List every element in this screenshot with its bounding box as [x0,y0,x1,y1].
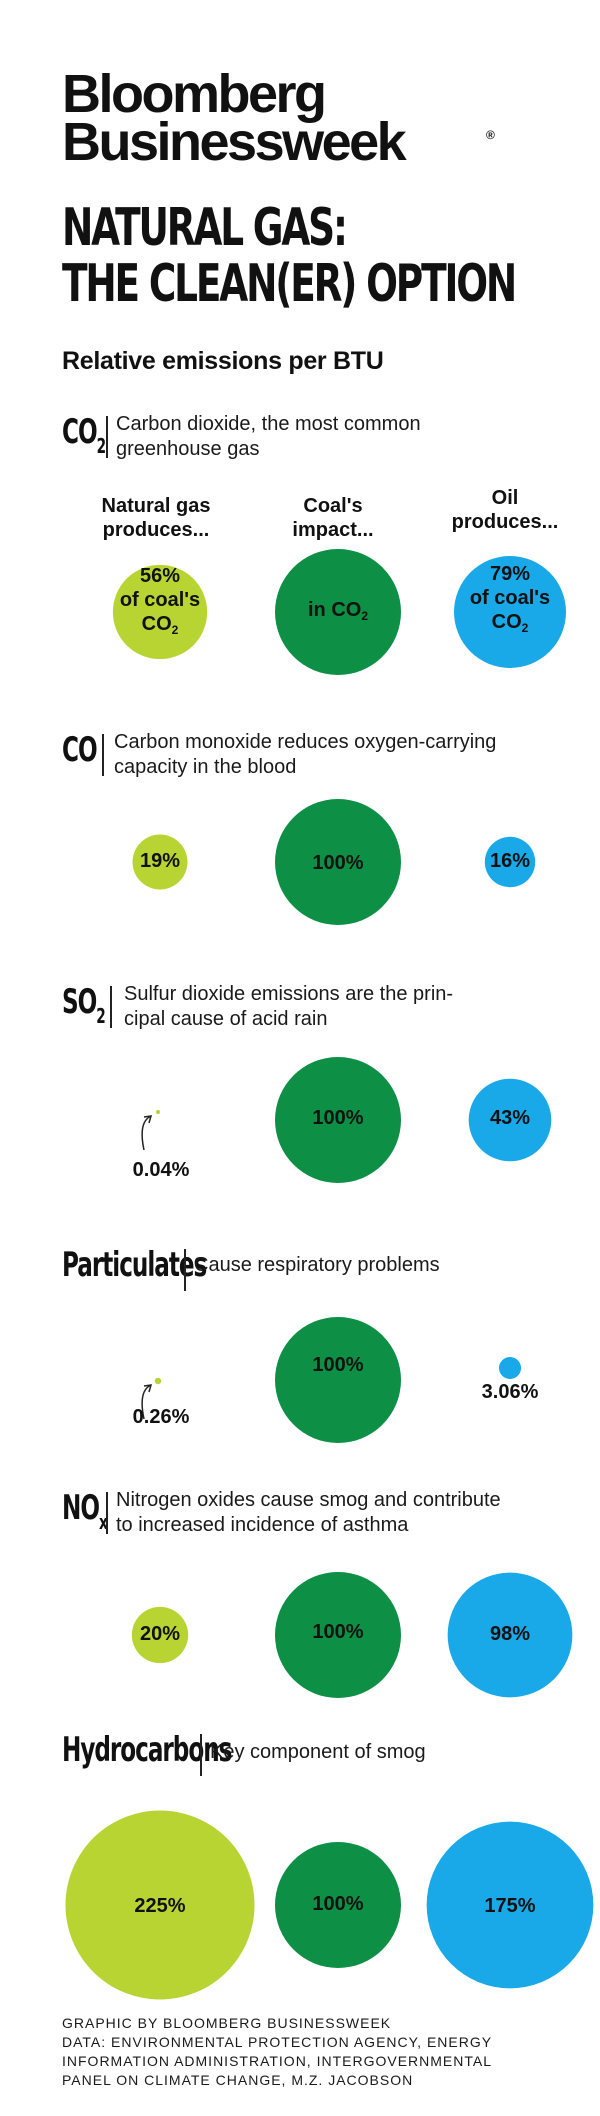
bubble-particulates-coal [275,1317,401,1443]
section-symbol: NOx [62,1488,108,1534]
label-co-oil: 16% [489,850,531,872]
footer-line-4: PANEL ON CLIMATE CHANGE, M.Z. JACOBSON [62,2072,414,2088]
pointer-arrowhead-particulates [143,1384,153,1393]
label-hydrocarbons-natural-gas: 225% [134,1895,186,1917]
bubble-nox-oil [447,1572,573,1698]
label-nox-coal: 100% [312,1621,364,1643]
bubble-hydrocarbons-natural-gas [65,1810,255,2000]
footer-line-2: DATA: ENVIRONMENTAL PROTECTION AGENCY, E… [62,2034,493,2050]
column-header-oil: Oil produces... [451,487,559,533]
section-symbol: CO [62,730,98,770]
bubble-nox-coal [275,1572,401,1698]
bubble-so2-coal [275,1057,401,1183]
footer-line-1: GRAPHIC BY BLOOMBERG BUSINESSWEEK [62,2015,392,2031]
bubble-hydrocarbons-oil [426,1821,594,1989]
section-description: Key component of smog [210,1741,426,1763]
brand-line-1: Bloomberg [62,64,327,124]
section-description: Nitrogen oxides cause smog and contribut… [116,1489,501,1536]
section-divider [110,986,112,1028]
bubble-co2-coal [275,549,401,675]
section-description: Carbon dioxide, the most common greenhous… [116,413,421,460]
column-header-coal: Coal's impact... [292,495,374,541]
brand-line-2: Businessweek [62,112,407,172]
label-particulates-coal: 100% [312,1354,364,1376]
label-nox-natural-gas: 20% [139,1623,181,1645]
label-co2-coal: in CO2 [307,599,369,623]
section-divider [106,416,108,458]
label-co-natural-gas: 19% [139,850,181,872]
bubble-co2-natural-gas [112,564,208,660]
bubble-so2-oil [468,1078,552,1162]
label-particulates-oil: 3.06% [481,1381,539,1403]
label-particulates-natural-gas: 0.26% [132,1406,190,1428]
section-symbol: SO2 [62,982,106,1028]
section-symbol: Particulates [62,1245,207,1285]
section-description: Carbon monoxide reduces oxygen-carrying c… [114,731,497,778]
label-co2-natural-gas: 56% of coal's CO2 [119,565,201,637]
brand-logo: Bloomberg Businessweek ® [62,64,495,172]
bubble-so2-natural-gas [156,1110,160,1114]
bubble-hydrocarbons-coal [275,1842,401,1968]
label-hydrocarbons-coal: 100% [312,1893,364,1915]
title-line-1: NATURAL GAS: [62,198,348,258]
bubble-co2-oil [454,556,566,668]
title-line-2: THE CLEAN(ER) OPTION [62,254,517,314]
chart-subtitle: Relative emissions per BTU [62,347,384,375]
pointer-arrowhead-so2 [143,1115,153,1124]
pointer-arrow-particulates [141,1384,152,1420]
section-description: Sulfur dioxide emissions are the prin-ci… [124,983,454,1030]
footer-line-3: INFORMATION ADMINISTRATION, INTERGOVERNM… [62,2053,493,2069]
label-nox-oil: 98% [489,1623,531,1645]
bubble-co-oil [484,836,536,888]
label-hydrocarbons-oil: 175% [484,1895,536,1917]
section-divider [106,1492,108,1534]
label-co-coal: 100% [312,852,364,874]
label-so2-natural-gas: 0.04% [132,1159,190,1181]
label-co2-oil: 79% of coal's CO2 [469,563,551,635]
label-so2-coal: 100% [312,1107,364,1129]
column-header-natural-gas: Natural gas produces... [101,495,211,541]
label-so2-oil: 43% [489,1107,531,1129]
registered-mark: ® [486,128,495,142]
bubble-co-coal [275,799,401,925]
bubble-particulates-natural-gas [154,1377,162,1385]
bubble-co-natural-gas [132,834,188,890]
section-description: Cause respiratory problems [194,1254,440,1276]
bubble-particulates-oil [498,1356,522,1380]
section-divider [200,1734,202,1776]
source-footer: GRAPHIC BY BLOOMBERG BUSINESSWEEK DATA: … [62,2014,492,2090]
section-divider [102,734,104,776]
section-divider [184,1249,186,1291]
bubble-nox-natural-gas [131,1606,189,1664]
section-symbol: Hydrocarbons [62,1730,232,1770]
section-symbol: CO2 [62,412,107,458]
pointer-arrow-so2 [141,1115,152,1151]
page-title: NATURAL GAS: THE CLEAN(ER) OPTION [62,200,566,312]
